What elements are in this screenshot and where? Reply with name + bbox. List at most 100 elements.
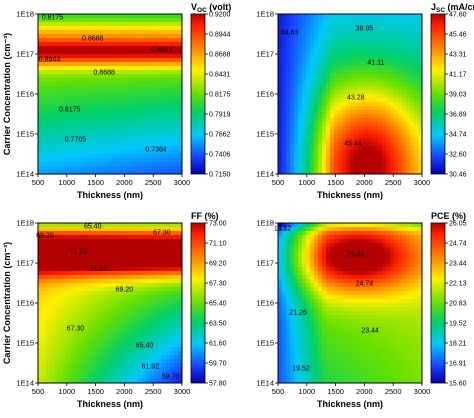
heatmap-cell bbox=[178, 150, 183, 155]
heatmap-cell bbox=[94, 311, 99, 316]
heatmap-cell bbox=[66, 267, 71, 272]
heatmap-cell bbox=[94, 319, 99, 324]
heatmap-cell bbox=[142, 138, 147, 143]
heatmap-cell bbox=[106, 351, 111, 356]
heatmap-cell bbox=[382, 166, 387, 171]
heatmap-cell bbox=[306, 267, 311, 272]
heatmap-cell bbox=[170, 134, 175, 139]
heatmap-cell bbox=[106, 38, 111, 43]
heatmap-cell bbox=[158, 78, 163, 83]
heatmap-cell bbox=[98, 271, 103, 276]
heatmap-cell bbox=[178, 90, 183, 95]
heatmap-cell bbox=[98, 62, 103, 67]
heatmap-cell bbox=[66, 14, 71, 19]
heatmap-cell bbox=[70, 231, 75, 236]
heatmap-cell bbox=[154, 335, 159, 340]
heatmap-cell bbox=[314, 150, 319, 155]
heatmap-cell bbox=[154, 307, 159, 312]
heatmap-cell bbox=[166, 14, 171, 19]
heatmap-cell bbox=[374, 126, 379, 131]
heatmap-cell bbox=[78, 243, 83, 248]
heatmap-cell bbox=[382, 86, 387, 91]
heatmap-cell bbox=[90, 26, 95, 31]
heatmap-cell bbox=[350, 114, 355, 119]
heatmap-cell bbox=[374, 38, 379, 43]
heatmap-cell bbox=[50, 90, 55, 95]
heatmap-cell bbox=[302, 331, 307, 336]
heatmap-cell bbox=[46, 42, 51, 47]
heatmap-cell bbox=[358, 26, 363, 31]
heatmap-cell bbox=[314, 299, 319, 304]
heatmap-cell bbox=[158, 118, 163, 123]
heatmap-cell bbox=[170, 223, 175, 228]
heatmap-cell bbox=[90, 379, 95, 384]
heatmap-cell bbox=[114, 283, 119, 288]
heatmap-cell bbox=[358, 42, 363, 47]
heatmap-cell bbox=[74, 235, 79, 240]
heatmap-cell bbox=[350, 46, 355, 51]
heatmap-cell bbox=[158, 231, 163, 236]
heatmap-cell bbox=[46, 311, 51, 316]
heatmap-cell bbox=[166, 255, 171, 260]
heatmap-cell bbox=[82, 343, 87, 348]
heatmap-cell bbox=[98, 130, 103, 135]
heatmap-cell bbox=[386, 154, 391, 159]
heatmap-cell bbox=[54, 279, 59, 284]
heatmap-cell bbox=[46, 50, 51, 55]
heatmap-cell bbox=[74, 279, 79, 284]
heatmap-cell bbox=[110, 231, 115, 236]
heatmap-cell bbox=[390, 22, 395, 27]
heatmap-cell bbox=[166, 359, 171, 364]
heatmap-cell bbox=[310, 66, 315, 71]
heatmap-cell bbox=[314, 98, 319, 103]
heatmap-cell bbox=[122, 279, 127, 284]
heatmap-cell bbox=[290, 291, 295, 296]
heatmap-cell bbox=[158, 50, 163, 55]
heatmap-cell bbox=[142, 30, 147, 35]
heatmap-cell bbox=[146, 255, 151, 260]
heatmap-cell bbox=[110, 355, 115, 360]
heatmap-cell bbox=[78, 251, 83, 256]
heatmap-cell bbox=[114, 351, 119, 356]
heatmap-cell bbox=[170, 327, 175, 332]
heatmap-cell bbox=[298, 303, 303, 308]
heatmap-cell bbox=[294, 14, 299, 19]
heatmap-cell bbox=[142, 50, 147, 55]
heatmap-cell bbox=[98, 26, 103, 31]
heatmap-cell bbox=[338, 78, 343, 83]
heatmap-cell bbox=[78, 367, 83, 372]
heatmap-cell bbox=[150, 54, 155, 59]
heatmap-cell bbox=[386, 86, 391, 91]
heatmap-cell bbox=[42, 66, 47, 71]
heatmap-cell bbox=[82, 355, 87, 360]
heatmap-cell bbox=[90, 14, 95, 19]
heatmap-cell bbox=[286, 114, 291, 119]
heatmap-cell bbox=[318, 166, 323, 171]
heatmap-cell bbox=[350, 146, 355, 151]
heatmap-cell bbox=[178, 307, 183, 312]
heatmap-cell bbox=[322, 243, 327, 248]
heatmap-cell bbox=[66, 66, 71, 71]
heatmap-cell bbox=[142, 271, 147, 276]
heatmap-cell bbox=[122, 54, 127, 59]
heatmap-cell bbox=[70, 30, 75, 35]
heatmap-cell bbox=[78, 118, 83, 123]
heatmap-cell bbox=[170, 46, 175, 51]
heatmap-cell bbox=[406, 38, 411, 43]
heatmap-cell bbox=[130, 223, 135, 228]
heatmap-cell bbox=[174, 30, 179, 35]
heatmap-cell bbox=[106, 271, 111, 276]
heatmap-cell bbox=[406, 78, 411, 83]
heatmap-cell bbox=[126, 271, 131, 276]
heatmap-cell bbox=[142, 86, 147, 91]
heatmap-cell bbox=[306, 363, 311, 368]
heatmap-cell bbox=[394, 34, 399, 39]
heatmap-cell bbox=[166, 26, 171, 31]
heatmap-cell bbox=[46, 74, 51, 79]
heatmap-cell bbox=[130, 343, 135, 348]
heatmap-cell bbox=[78, 359, 83, 364]
heatmap-cell bbox=[74, 375, 79, 380]
heatmap-cell bbox=[62, 239, 67, 244]
heatmap-cell bbox=[90, 331, 95, 336]
heatmap-cell bbox=[170, 62, 175, 67]
